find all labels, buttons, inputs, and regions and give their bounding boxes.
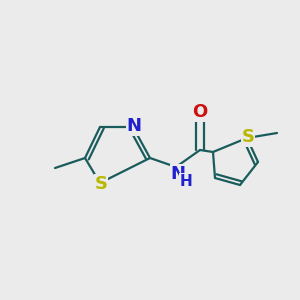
Text: N: N [170,165,185,183]
Text: O: O [192,103,208,121]
Text: H: H [180,173,192,188]
Text: S: S [94,175,107,193]
Text: N: N [127,117,142,135]
Text: S: S [242,128,254,146]
